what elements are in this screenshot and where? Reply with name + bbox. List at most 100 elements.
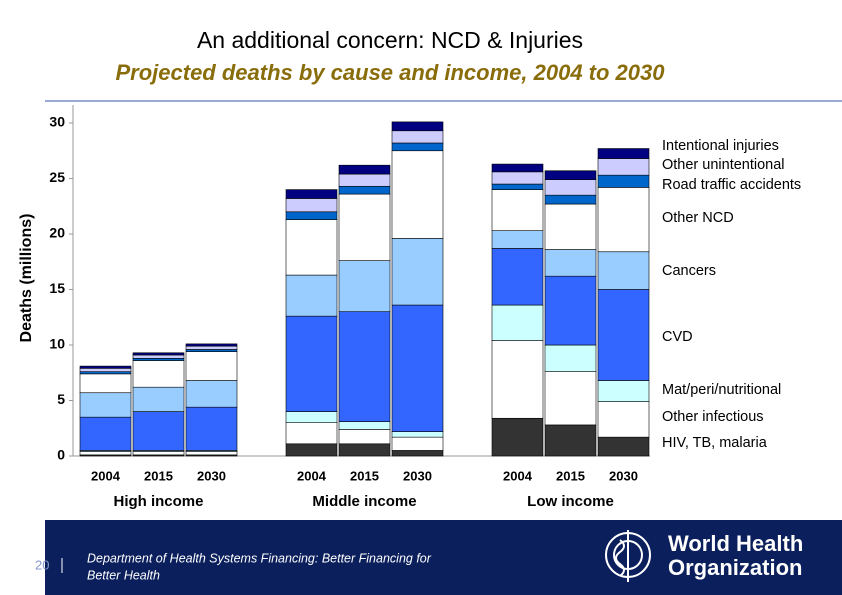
- bar-segment: [338, 193, 391, 261]
- bar-segment: [185, 343, 238, 347]
- bar-segment: [391, 130, 444, 144]
- bar-segment: [132, 411, 185, 451]
- bar-segment: [285, 315, 338, 412]
- bar-segment: [338, 429, 391, 445]
- bar-segment: [491, 304, 544, 341]
- bar-segment: [132, 360, 185, 388]
- x-tick-label: 2015: [350, 468, 379, 483]
- slide-subtitle: Projected deaths by cause and income, 20…: [115, 60, 665, 85]
- bar-segment: [597, 187, 650, 253]
- bar-segment: [391, 304, 444, 432]
- bar-segment: [285, 211, 338, 220]
- bar-segment: [79, 373, 132, 394]
- x-tick-label: 2015: [144, 468, 173, 483]
- bar-segment: [391, 150, 444, 239]
- bar-segment: [491, 417, 544, 457]
- bar-segment: [285, 274, 338, 317]
- page-number: 20: [35, 557, 49, 572]
- bar-segment: [544, 203, 597, 250]
- bar-segment: [79, 365, 132, 369]
- bar-segment: [597, 380, 650, 402]
- bar-segment: [185, 406, 238, 451]
- bar-segment: [132, 386, 185, 412]
- bar-segment: [338, 173, 391, 187]
- bar-segment: [391, 238, 444, 306]
- bar-segment: [597, 289, 650, 381]
- legend-label: Cancers: [662, 263, 716, 279]
- bar-segment: [285, 198, 338, 213]
- bar-segment: [338, 260, 391, 313]
- bar-segment: [491, 163, 544, 173]
- bar-segment: [285, 411, 338, 424]
- bar-segment: [185, 345, 238, 350]
- slide-title: An additional concern: NCD & Injuries: [197, 27, 583, 53]
- bar-segment: [544, 249, 597, 277]
- bar-segment: [79, 416, 132, 451]
- bar-segment: [491, 183, 544, 190]
- x-tick-label: 2004: [503, 468, 533, 483]
- footer-band: [45, 520, 842, 595]
- x-tick-label: 2030: [403, 468, 432, 483]
- x-tick-label: 2030: [609, 468, 638, 483]
- bar-segment: [391, 121, 444, 132]
- bar-segment: [544, 424, 597, 457]
- bar-segment: [597, 401, 650, 438]
- bar-segment: [79, 368, 132, 372]
- bar-segment: [597, 158, 650, 176]
- bar-segment: [491, 189, 544, 231]
- y-tick-label: 30: [49, 114, 65, 130]
- bar-segment: [597, 436, 650, 457]
- legend-label: Other NCD: [662, 210, 734, 226]
- bar-segment: [391, 142, 444, 152]
- x-tick-label: 2004: [297, 468, 327, 483]
- legend-label: Other unintentional: [662, 157, 785, 173]
- bar-segment: [597, 148, 650, 159]
- bar-segment: [79, 392, 132, 418]
- y-tick-label: 15: [49, 280, 65, 296]
- bar-segment: [491, 340, 544, 419]
- bar-segment: [391, 436, 444, 451]
- group-label: High income: [113, 493, 203, 510]
- x-tick-label: 2004: [91, 468, 121, 483]
- footer-text: Better Health: [87, 568, 160, 582]
- legend-label: Road traffic accidents: [662, 177, 801, 193]
- bar-segment: [491, 171, 544, 185]
- bar-segment: [338, 443, 391, 457]
- bar-segment: [185, 451, 238, 456]
- group-label: Low income: [527, 493, 614, 510]
- bar-segment: [544, 371, 597, 426]
- bar-segment: [338, 185, 391, 195]
- y-tick-label: 10: [49, 336, 65, 352]
- group-label: Middle income: [312, 493, 416, 510]
- legend-label: Intentional injuries: [662, 138, 779, 154]
- bar-segment: [285, 422, 338, 445]
- logo-text: World Health: [668, 531, 803, 556]
- logo-text: Organization: [668, 555, 802, 580]
- bar-segment: [79, 371, 132, 375]
- bar-segment: [544, 194, 597, 205]
- bar-segment: [185, 351, 238, 381]
- bar-segment: [132, 354, 185, 359]
- bar-segment: [338, 421, 391, 430]
- bar-segment: [544, 170, 597, 180]
- legend-label: Mat/peri/nutritional: [662, 382, 781, 398]
- bar-segment: [185, 380, 238, 408]
- legend-label: CVD: [662, 329, 693, 345]
- bar-segment: [391, 450, 444, 457]
- y-tick-label: 5: [57, 391, 65, 407]
- legend-label: HIV, TB, malaria: [662, 435, 768, 451]
- bar-segment: [79, 451, 132, 456]
- bar-segment: [491, 248, 544, 306]
- bar-segment: [544, 275, 597, 346]
- bar-segment: [544, 179, 597, 196]
- bar-segment: [338, 164, 391, 175]
- bar-segment: [185, 349, 238, 352]
- y-tick-label: 20: [49, 225, 65, 241]
- y-axis-label: Deaths (millions): [18, 214, 35, 343]
- bar-segment: [132, 352, 185, 356]
- bar-segment: [544, 344, 597, 372]
- legend-label: Other infectious: [662, 409, 764, 425]
- bar-segment: [285, 443, 338, 457]
- bar-segment: [132, 451, 185, 456]
